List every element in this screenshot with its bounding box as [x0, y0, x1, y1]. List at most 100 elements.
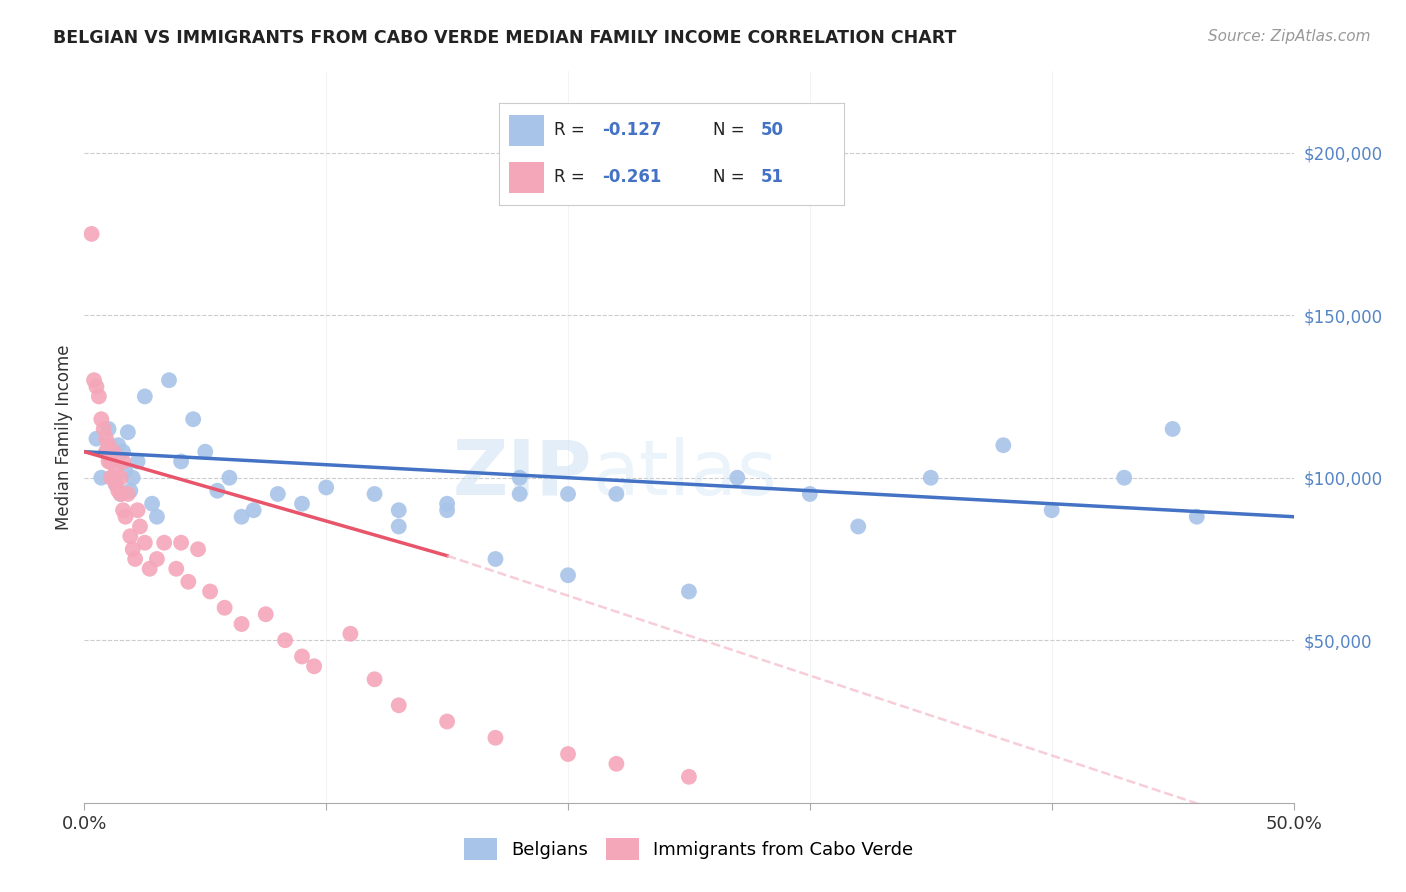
Text: R =: R = [554, 169, 591, 186]
Y-axis label: Median Family Income: Median Family Income [55, 344, 73, 530]
Point [146, 552, 169, 566]
Point [846, 519, 869, 533]
Point [339, 626, 361, 640]
Point [187, 542, 209, 557]
Point [557, 747, 579, 761]
Point [605, 756, 627, 771]
Point [103, 444, 125, 458]
Text: -0.127: -0.127 [603, 121, 662, 139]
Point [920, 471, 942, 485]
Point [484, 552, 506, 566]
Point [207, 483, 229, 498]
Text: N =: N = [713, 121, 749, 139]
Point [291, 497, 314, 511]
Point [86, 432, 108, 446]
Point [388, 698, 411, 713]
Point [291, 649, 314, 664]
Point [153, 535, 176, 549]
Point [170, 454, 193, 468]
Point [120, 483, 142, 498]
Point [388, 503, 411, 517]
Point [80, 227, 103, 241]
Text: atlas: atlas [592, 437, 778, 510]
Text: Source: ZipAtlas.com: Source: ZipAtlas.com [1208, 29, 1371, 44]
Point [120, 529, 142, 543]
Text: ZIP: ZIP [453, 437, 592, 510]
Point [90, 412, 112, 426]
Point [254, 607, 277, 622]
Point [138, 562, 160, 576]
Point [94, 444, 117, 458]
Point [117, 487, 139, 501]
Point [267, 487, 290, 501]
Text: R =: R = [554, 121, 591, 139]
Text: -0.261: -0.261 [603, 169, 662, 186]
Bar [509, 162, 544, 193]
Point [100, 454, 122, 468]
Point [104, 477, 127, 491]
Point [110, 487, 132, 501]
Point [97, 438, 120, 452]
Point [104, 464, 127, 478]
Point [86, 380, 108, 394]
Point [127, 454, 149, 468]
Point [799, 487, 821, 501]
Point [509, 471, 531, 485]
Point [388, 519, 411, 533]
Point [129, 519, 152, 533]
Point [198, 584, 221, 599]
Point [110, 471, 132, 485]
Point [121, 471, 143, 485]
Point [146, 509, 169, 524]
Point [214, 600, 236, 615]
Point [557, 568, 579, 582]
Point [87, 389, 110, 403]
Point [117, 425, 139, 440]
Point [114, 509, 136, 524]
Point [274, 633, 297, 648]
Point [177, 574, 200, 589]
Point [100, 471, 122, 485]
Point [103, 471, 125, 485]
Point [1040, 503, 1063, 517]
Legend: Belgians, Immigrants from Cabo Verde: Belgians, Immigrants from Cabo Verde [457, 830, 921, 867]
Point [1114, 471, 1136, 485]
Point [97, 454, 120, 468]
Point [231, 509, 253, 524]
Point [218, 471, 240, 485]
Point [363, 487, 385, 501]
Point [231, 617, 253, 632]
Point [315, 480, 337, 494]
Point [1185, 509, 1208, 524]
Point [107, 438, 129, 452]
Point [678, 584, 700, 599]
Point [127, 503, 149, 517]
Point [134, 535, 156, 549]
Point [157, 373, 180, 387]
Point [725, 471, 748, 485]
Point [112, 454, 135, 468]
Point [170, 535, 193, 549]
Point [436, 503, 458, 517]
Point [363, 673, 385, 687]
Point [605, 487, 627, 501]
Point [112, 444, 135, 458]
Text: N =: N = [713, 169, 749, 186]
Point [509, 487, 531, 501]
Point [484, 731, 506, 745]
Point [993, 438, 1015, 452]
Point [114, 464, 136, 478]
Point [1161, 422, 1184, 436]
Point [678, 770, 700, 784]
Point [94, 432, 117, 446]
Point [436, 714, 458, 729]
Point [93, 422, 115, 436]
Point [124, 552, 146, 566]
Bar [509, 115, 544, 145]
Point [103, 471, 125, 485]
Point [302, 659, 325, 673]
Point [436, 497, 458, 511]
Text: BELGIAN VS IMMIGRANTS FROM CABO VERDE MEDIAN FAMILY INCOME CORRELATION CHART: BELGIAN VS IMMIGRANTS FROM CABO VERDE ME… [53, 29, 957, 46]
Point [97, 422, 120, 436]
Point [134, 389, 156, 403]
